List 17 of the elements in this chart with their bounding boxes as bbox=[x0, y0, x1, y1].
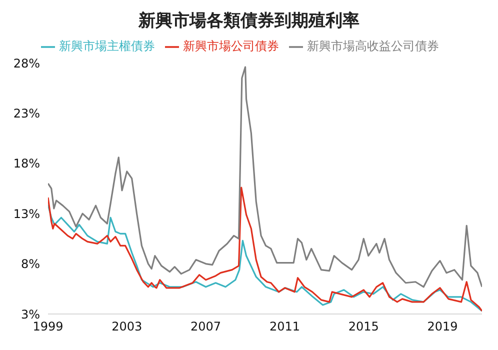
y-tick-label: 13% bbox=[13, 206, 40, 221]
legend-label: 新興市場公司債券 bbox=[183, 39, 279, 53]
y-tick-label: 3% bbox=[20, 307, 40, 322]
y-tick-label: 23% bbox=[13, 106, 40, 120]
x-tick-label: 2003 bbox=[112, 320, 142, 334]
x-tick-label: 2019 bbox=[427, 320, 458, 334]
line-series bbox=[48, 66, 482, 288]
x-tick-label: 2015 bbox=[348, 320, 379, 334]
y-tick-label: 28% bbox=[13, 56, 40, 70]
x-tick-label: 2007 bbox=[190, 320, 222, 334]
x-tick-label: 1999 bbox=[32, 320, 64, 334]
y-tick-label: 8% bbox=[20, 257, 40, 272]
y-tick-label: 18% bbox=[13, 156, 40, 171]
x-tick-label: 2011 bbox=[269, 320, 300, 334]
legend-label: 新興市場主權債券 bbox=[59, 39, 155, 53]
legend-label: 新興市場高收益公司債券 bbox=[307, 39, 439, 53]
chart-title: 新興市場各類債券到期殖利率 bbox=[137, 10, 360, 33]
